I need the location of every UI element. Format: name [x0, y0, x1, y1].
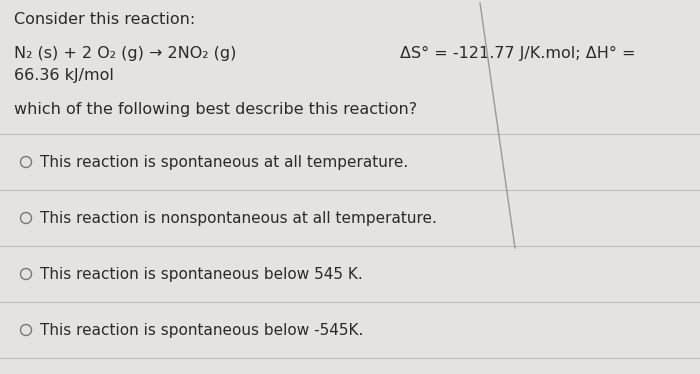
Text: This reaction is nonspontaneous at all temperature.: This reaction is nonspontaneous at all t…	[39, 211, 436, 226]
Text: Consider this reaction:: Consider this reaction:	[14, 12, 195, 27]
Text: N₂ (s) + 2 O₂ (g) → 2NO₂ (g): N₂ (s) + 2 O₂ (g) → 2NO₂ (g)	[14, 46, 237, 61]
Text: This reaction is spontaneous below 545 K.: This reaction is spontaneous below 545 K…	[39, 267, 363, 282]
Text: ΔS° = -121.77 J/K.mol; ΔH° =: ΔS° = -121.77 J/K.mol; ΔH° =	[400, 46, 636, 61]
Text: This reaction is spontaneous at all temperature.: This reaction is spontaneous at all temp…	[39, 154, 407, 169]
Text: which of the following best describe this reaction?: which of the following best describe thi…	[14, 102, 417, 117]
Text: This reaction is spontaneous below -545K.: This reaction is spontaneous below -545K…	[39, 322, 363, 337]
Text: 66.36 kJ/mol: 66.36 kJ/mol	[14, 68, 114, 83]
